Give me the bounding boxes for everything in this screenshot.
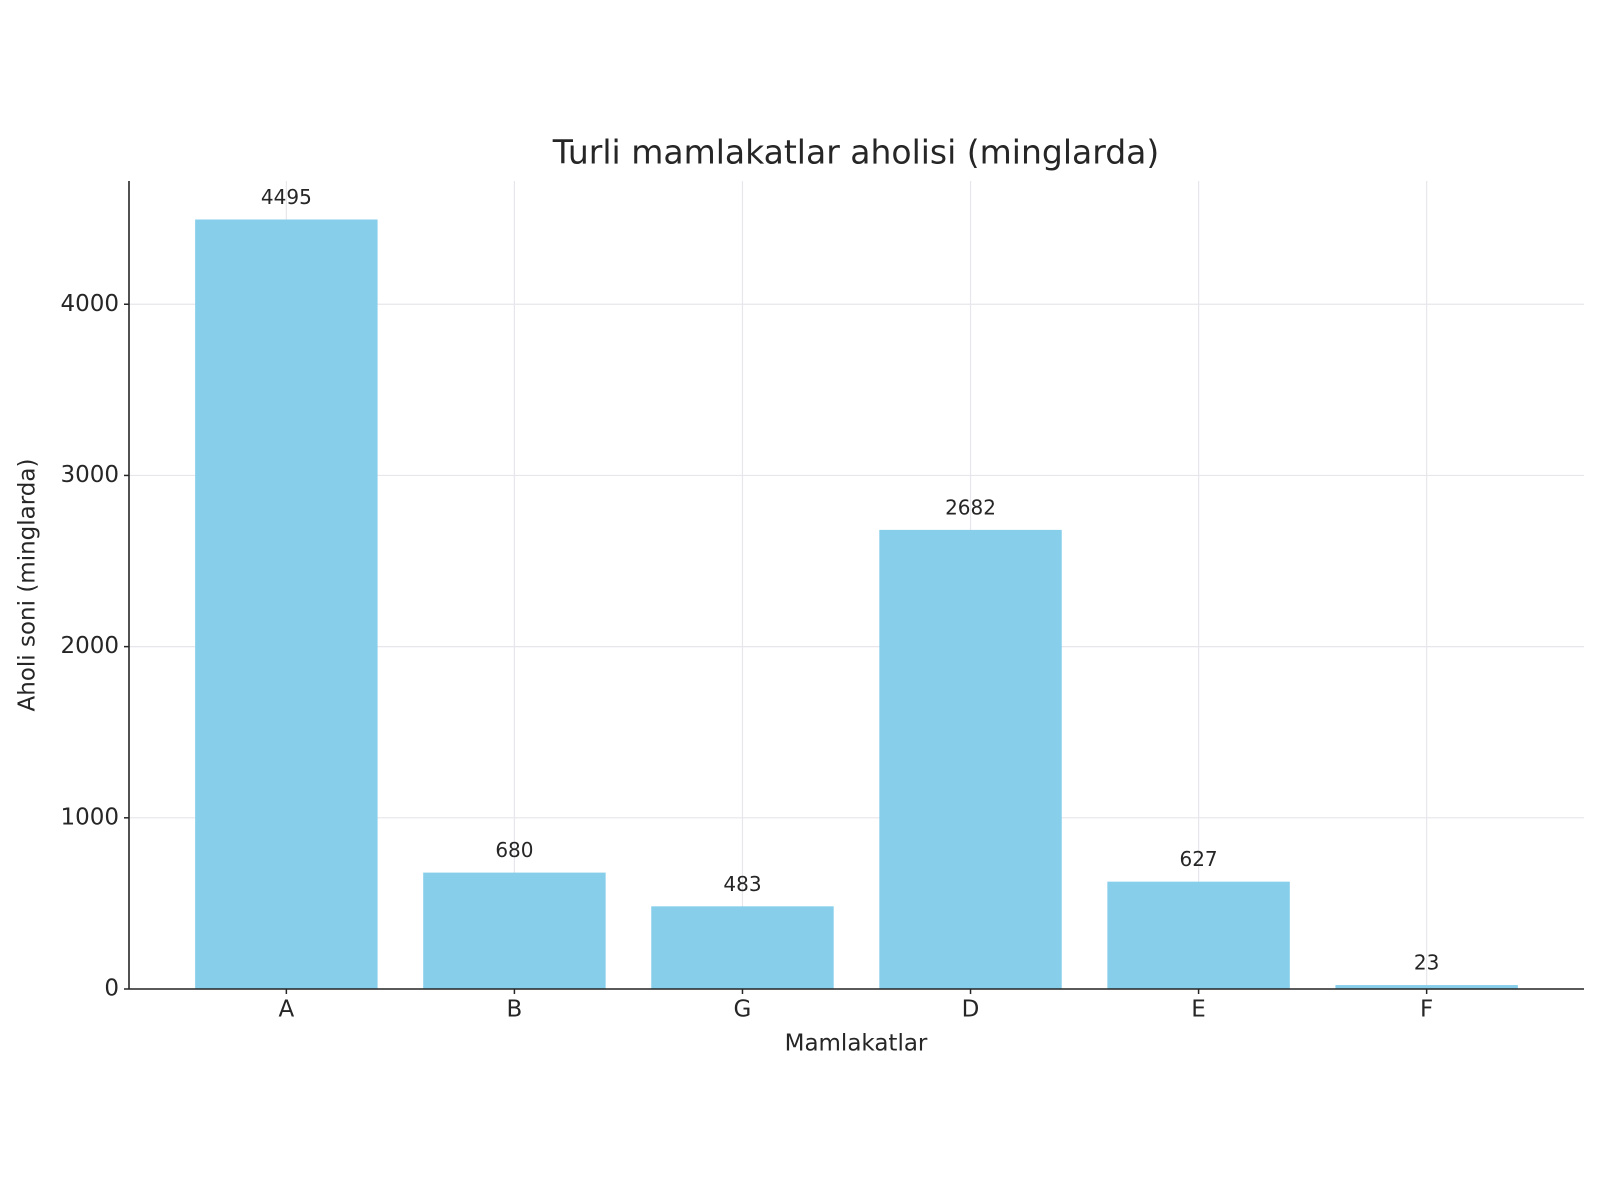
y-tick-label: 0 (104, 976, 119, 1002)
bar (423, 872, 606, 989)
y-tick-label: 3000 (60, 462, 119, 488)
value-label: 680 (495, 838, 533, 862)
x-axis-label: Mamlakatlar (785, 1031, 928, 1057)
value-label: 23 (1414, 951, 1439, 975)
y-tick-label: 2000 (60, 633, 119, 659)
value-label: 2682 (945, 495, 996, 519)
x-tick-label: A (278, 997, 294, 1023)
bar (1107, 881, 1290, 989)
y-tick-label: 1000 (60, 804, 119, 830)
x-tick-label: B (507, 997, 523, 1023)
chart-title: Turli mamlakatlar aholisi (minglarda) (552, 133, 1160, 172)
value-label: 483 (723, 872, 761, 896)
bar (879, 529, 1062, 989)
value-label: 4495 (261, 185, 312, 209)
bar (195, 219, 378, 989)
x-tick-label: F (1420, 997, 1433, 1023)
x-tick-label: G (734, 997, 752, 1023)
y-tick-label: 4000 (60, 291, 119, 317)
y-axis-label: Aholi soni (minglarda) (15, 459, 41, 712)
x-tick-label: E (1191, 997, 1206, 1023)
bar (1335, 985, 1518, 989)
x-tick-label: D (962, 997, 980, 1023)
bar (651, 906, 834, 989)
value-label: 627 (1179, 847, 1217, 871)
